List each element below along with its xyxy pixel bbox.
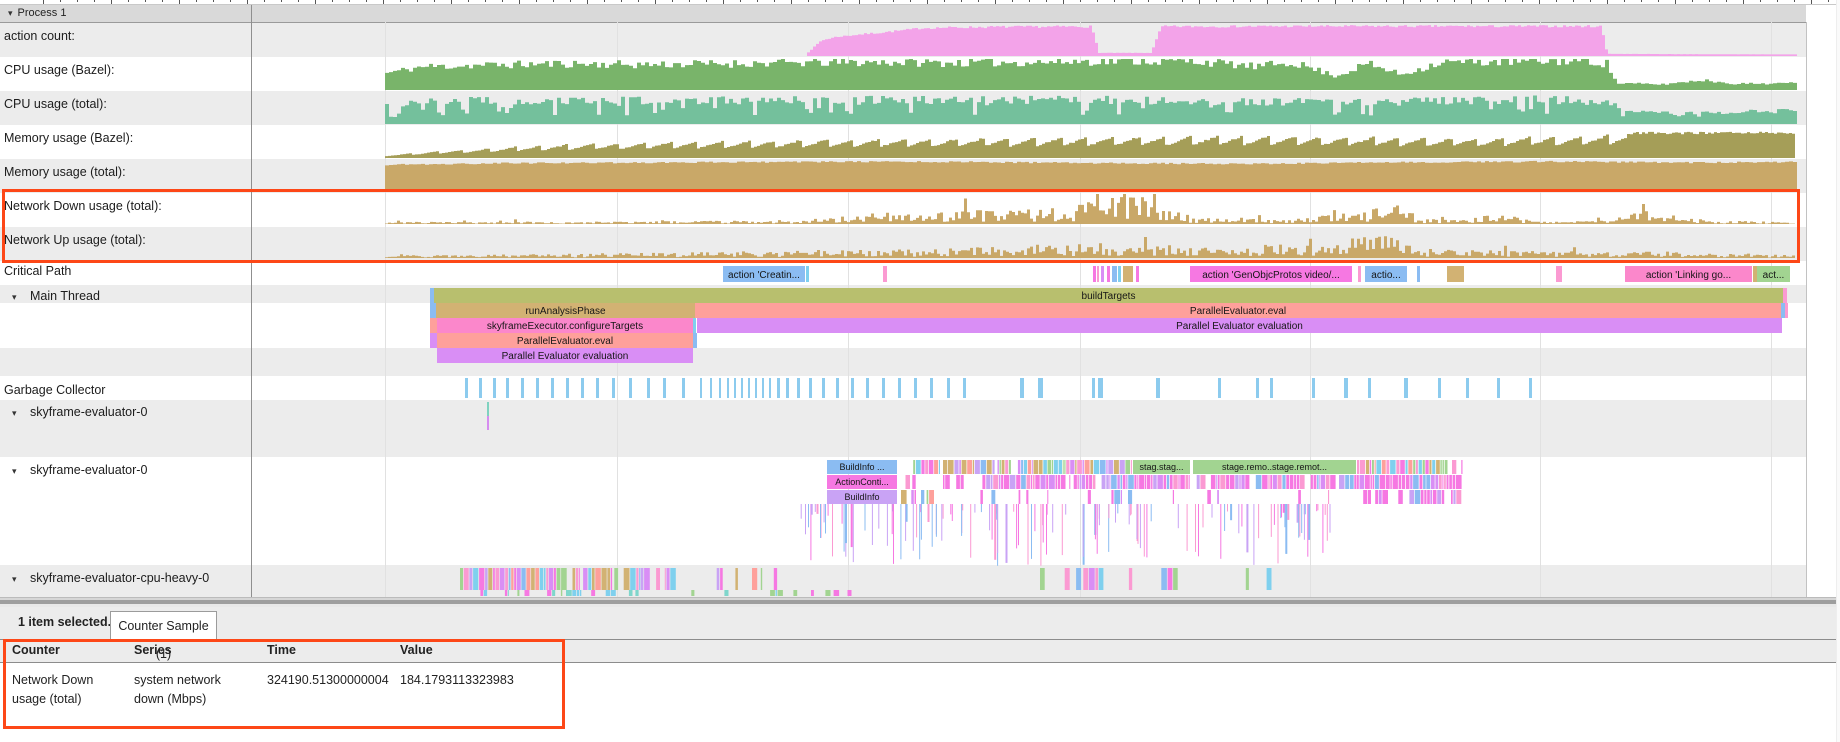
counter-track-cpu-usage-total-[interactable] [385,95,1797,125]
svg-text:act...: act... [1763,270,1785,281]
gridline [385,22,386,597]
counter-table-header: Counter Series Time Value [0,640,1836,663]
track-label-cpu-usage-total: CPU usage (total): [4,97,107,111]
counter-track-memory-usage-total-[interactable] [385,160,1797,192]
skyframe-evaluator-0-track[interactable] [487,402,489,430]
svg-text:actio...: actio... [1371,270,1400,281]
cell-value: 184.1793113323983 [400,673,514,687]
track-label-text: CPU usage (total): [4,97,107,111]
track-label-memory-usage-bazel: Memory usage (Bazel): [4,131,133,145]
svg-text:BuildInfo: BuildInfo [844,492,879,502]
track-label-text: Critical Path [4,264,72,278]
track-label-garbage-collector: Garbage Collector [4,383,105,397]
row-band [0,376,1806,400]
track-label-text: Memory usage (Bazel): [4,131,134,145]
tab-counter-sample[interactable]: Counter Sample (1) [110,611,217,661]
track-label-text: Network Down usage (total): [4,199,162,213]
svg-text:ActionConti...: ActionConti... [835,477,889,487]
scrollbar-gutter[interactable] [1836,0,1840,742]
svg-text:ParallelEvaluator.eval: ParallelEvaluator.eval [1190,306,1286,317]
track-label-cpu-usage-bazel: CPU usage (Bazel): [4,63,114,77]
counter-track-cpu-usage-bazel-[interactable] [385,59,1797,90]
track-label-text: CPU usage (Bazel): [4,63,115,77]
counter-track-network-up-usage-total-[interactable] [385,236,1795,258]
main-thread-track[interactable]: buildTargets runAnalysisPhase ParallelEval… [430,288,1788,363]
panel-divider-handle[interactable] [0,600,1840,604]
panel-divider[interactable] [0,597,1840,601]
counter-track-network-down-usage-total-[interactable] [385,194,1795,224]
right-gutter [1807,22,1840,597]
svg-text:skyframeExecutor.configureTarg: skyframeExecutor.configureTargets [487,321,643,332]
svg-text:runAnalysisPhase: runAnalysisPhase [525,306,605,317]
track-label-text: skyframe-evaluator-cpu-heavy-0 [30,571,210,585]
chart-right-border [1806,22,1807,597]
track-label-text: skyframe-evaluator-0 [30,463,148,477]
collapse-arrow-icon[interactable]: ▾ [8,8,13,18]
cell-time: 324190.51300000004 [267,673,389,687]
process-label: Process 1 [17,7,67,19]
svg-text:action 'Creatin...: action 'Creatin... [728,270,800,281]
svg-text:buildTargets: buildTargets [1082,291,1136,302]
col-header-series[interactable]: Series [134,643,172,657]
row-band [0,348,1806,376]
track-label-text: Memory usage (total): [4,165,126,179]
svg-text:Parallel Evaluator evaluation: Parallel Evaluator evaluation [502,351,629,362]
collapse-arrow-icon[interactable]: ▾ [12,292,17,302]
col-header-value[interactable]: Value [400,643,433,657]
counter-track-action-count[interactable] [807,25,1797,56]
track-label-text: Network Up usage (total): [4,233,146,247]
track-label-memory-usage-total: Memory usage (total): [4,165,126,179]
row-band [0,565,1806,597]
counter-track-memory-usage-bazel-[interactable] [385,131,1795,158]
row-band [0,457,1806,565]
garbage-collector-track[interactable] [465,378,1532,398]
track-label-action-count: action count: [4,29,75,43]
row-band [0,261,1806,285]
svg-text:BuildInfo ...: BuildInfo ... [839,462,884,472]
track-label-skyframe-evaluator-cpu-heavy-0[interactable]: ▾ skyframe-evaluator-cpu-heavy-0 [4,571,209,585]
ruler-ticks[interactable] [43,0,1829,4]
track-label-text: Garbage Collector [4,383,106,397]
skyframe-evaluator-cpu-heavy-0-track[interactable] [460,568,1272,596]
table-row[interactable]: Network Down usage (total) system networ… [0,663,1836,729]
skyframe-evaluator-0-busy-track[interactable]: BuildInfo ... stag.stag... stage.remo..sta… [800,460,1463,566]
svg-text:stage.remo..stage.remot...: stage.remo..stage.remot... [1222,462,1327,472]
svg-text:action 'Linking go...: action 'Linking go... [1646,270,1731,281]
svg-text:Parallel Evaluator evaluation: Parallel Evaluator evaluation [1176,321,1303,332]
track-label-critical-path: Critical Path [4,264,71,278]
col-header-time[interactable]: Time [267,643,296,657]
sidebar-divider[interactable] [251,5,252,597]
track-label-network-down-usage-total: Network Down usage (total): [4,199,162,213]
col-header-counter[interactable]: Counter [12,643,60,657]
collapse-arrow-icon[interactable]: ▾ [12,574,17,584]
svg-text:ParallelEvaluator.eval: ParallelEvaluator.eval [517,336,613,347]
svg-text:action 'GenObjcProtos video/..: action 'GenObjcProtos video/... [1202,270,1340,281]
svg-text:stag.stag...: stag.stag... [1139,462,1183,472]
track-label-text: action count: [4,29,75,43]
panel-divider-lower [0,604,1840,607]
track-label-skyframe-evaluator-0[interactable]: ▾ skyframe-evaluator-0 [4,405,147,419]
collapse-arrow-icon[interactable]: ▾ [12,408,17,418]
cell-series: system network down (Mbps) [134,673,221,706]
track-label-text: skyframe-evaluator-0 [30,405,148,419]
track-label-skyframe-evaluator-0[interactable]: ▾ skyframe-evaluator-0 [4,463,147,477]
collapse-arrow-icon[interactable]: ▾ [12,466,17,476]
track-label-main-thread[interactable]: ▾ Main Thread [4,289,100,303]
cell-counter: Network Down usage (total) [12,673,94,706]
track-label-text: Main Thread [30,289,100,303]
track-label-network-up-usage-total: Network Up usage (total): [4,233,146,247]
selection-status: 1 item selected. [18,615,112,629]
bottom-tab-bar [0,607,1836,640]
critical-path-track[interactable]: action 'Creatin... action 'GenObjcProtos … [723,266,1790,282]
process-group-header[interactable]: ▾ Process 1 [0,5,1806,23]
row-band [0,400,1806,457]
timeline-ruler[interactable] [0,0,1840,5]
